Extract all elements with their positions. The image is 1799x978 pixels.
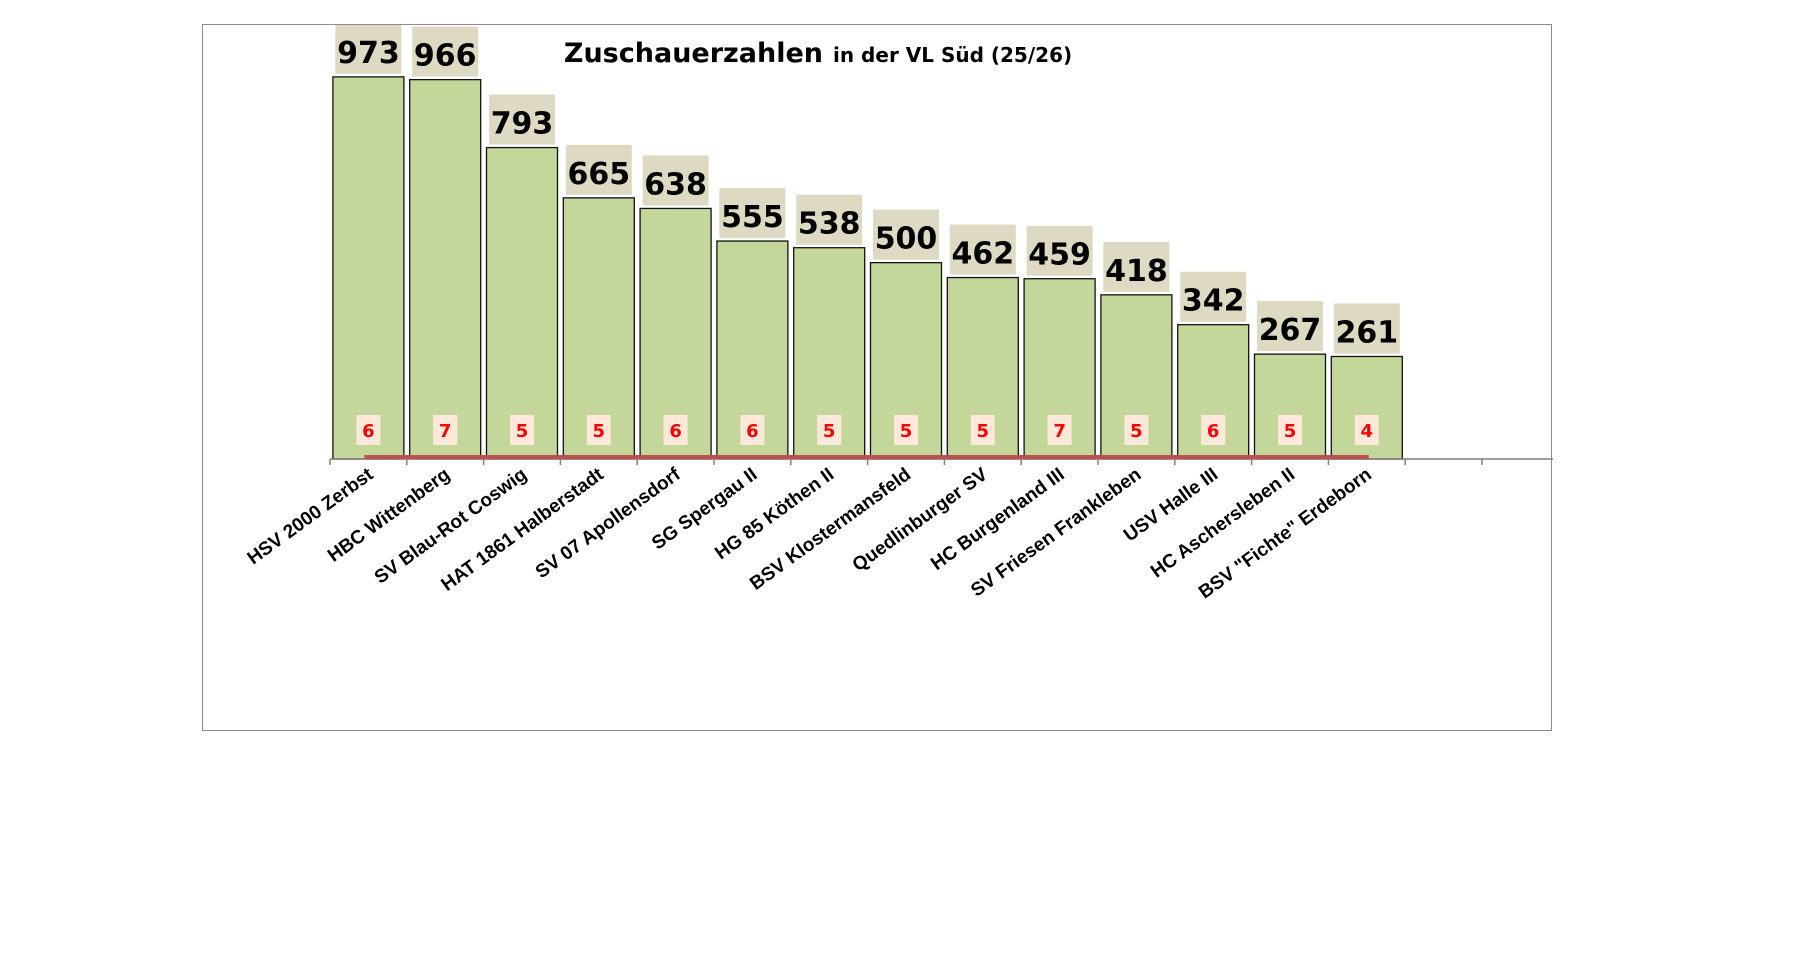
games-label: 5 — [900, 421, 913, 442]
value-label: 459 — [1028, 238, 1091, 273]
value-label: 342 — [1182, 284, 1245, 319]
games-label: 5 — [516, 421, 529, 442]
games-label: 6 — [746, 421, 759, 442]
value-label-bg — [642, 155, 709, 206]
value-label-bg — [873, 209, 939, 260]
games-label-bg — [356, 415, 381, 445]
games-label-bg — [817, 415, 842, 445]
value-label: 462 — [951, 237, 1014, 272]
value-label-bg — [796, 194, 863, 245]
games-labels-layer: 6 7 5 5 6 6 5 5 5 7 5 6 5 4 — [356, 415, 1379, 445]
games-label: 4 — [1361, 421, 1374, 442]
games-label-bg — [1354, 415, 1379, 445]
value-label: 555 — [721, 200, 784, 235]
value-label-bg — [489, 94, 555, 145]
games-label: 6 — [362, 421, 375, 442]
chart-subtitle: in der VL Süd (25/26) — [833, 43, 1072, 67]
games-label-bg — [740, 415, 765, 445]
bar — [485, 146, 559, 460]
value-label-bg — [1180, 271, 1247, 322]
value-label: 793 — [491, 107, 554, 142]
x-axis-ticks — [329, 459, 1483, 465]
value-label: 665 — [567, 157, 630, 192]
games-label-bg — [1278, 415, 1302, 445]
category-label: HSV 2000 Zerbst — [244, 464, 378, 570]
value-label-bg — [1257, 301, 1323, 352]
games-label: 5 — [1284, 421, 1297, 442]
games-label-bg — [433, 415, 458, 445]
games-label-bg — [894, 415, 918, 445]
value-label-bg — [335, 25, 402, 74]
bars-layer — [332, 76, 1403, 460]
games-label: 5 — [823, 421, 836, 442]
games-label-bg — [1201, 415, 1226, 445]
games-label: 7 — [439, 421, 452, 442]
games-label: 6 — [669, 421, 682, 442]
value-label-bg — [565, 144, 632, 195]
value-label: 966 — [414, 39, 477, 74]
chart-title: Zuschauerzahlen — [564, 38, 823, 69]
chart-frame: Zuschauerzahlen in der VL Süd (25/26) 97… — [202, 24, 1553, 731]
games-label-bg — [586, 415, 611, 445]
value-label-bg — [412, 26, 479, 77]
category-label: HC Burgenland III — [927, 464, 1068, 575]
value-label: 261 — [1335, 315, 1398, 350]
games-label: 5 — [1130, 421, 1143, 442]
value-label: 500 — [875, 222, 938, 257]
value-label: 267 — [1259, 313, 1322, 348]
value-label-bg — [949, 224, 1016, 275]
games-label: 6 — [1207, 421, 1220, 442]
games-label: 7 — [1053, 421, 1066, 442]
value-label: 973 — [337, 36, 400, 71]
bar — [332, 76, 405, 460]
bar-chart: Zuschauerzahlen in der VL Süd (25/26) 97… — [244, 25, 1553, 604]
games-label-bg — [970, 415, 995, 445]
games-label: 5 — [593, 421, 606, 442]
category-label: SV 07 Apollensdorf — [532, 464, 685, 583]
value-label: 418 — [1105, 254, 1168, 289]
value-label-bg — [1333, 303, 1400, 354]
bar — [409, 78, 482, 460]
games-label-bg — [1124, 415, 1149, 445]
games-label-bg — [1047, 415, 1072, 445]
value-label: 638 — [644, 167, 707, 202]
games-label: 5 — [977, 421, 990, 442]
value-label-bg — [1103, 241, 1170, 292]
games-label-bg — [663, 415, 688, 445]
value-labels-layer: 973 966 793 665 638 555 538 500 462 459 418 342 267 2… — [335, 25, 1400, 354]
category-label: Quedlinburger SV — [849, 464, 992, 576]
category-label: HC Aschersleben II — [1147, 464, 1299, 582]
value-label-bg — [719, 188, 786, 239]
value-label-bg — [1026, 225, 1093, 276]
games-label-bg — [510, 415, 534, 445]
value-label: 538 — [798, 207, 861, 242]
